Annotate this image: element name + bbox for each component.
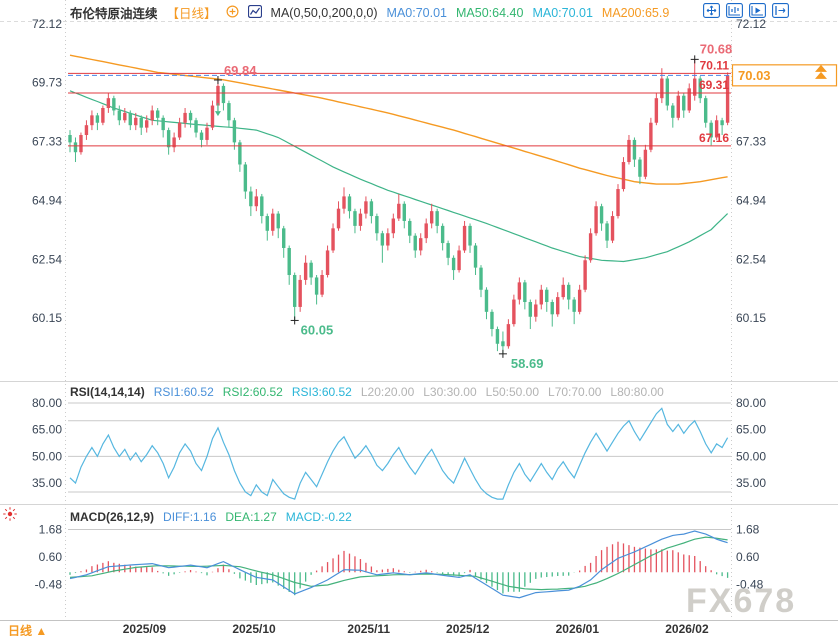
ma0-value: MA0:70.01 xyxy=(386,5,448,20)
exit-chart-icon[interactable] xyxy=(771,3,789,19)
svg-text:64.94: 64.94 xyxy=(32,193,62,207)
svg-text:50.00: 50.00 xyxy=(736,449,766,463)
svg-text:69.73: 69.73 xyxy=(32,76,62,90)
fit-chart-icon[interactable] xyxy=(725,3,743,19)
svg-text:65.00: 65.00 xyxy=(32,423,62,437)
rsi3-value: RSI3:60.52 xyxy=(291,385,352,399)
rsi-level-l50: L50:50.00 xyxy=(485,385,540,399)
svg-text:67.33: 67.33 xyxy=(32,135,62,149)
macd-name: MACD(26,12,9) xyxy=(70,510,155,524)
svg-text:1.68: 1.68 xyxy=(39,523,63,537)
svg-text:0.60: 0.60 xyxy=(39,550,63,564)
rsi-level-l30: L30:30.00 xyxy=(423,385,477,399)
x-axis-label: 2026/01 xyxy=(555,622,600,636)
svg-text:62.54: 62.54 xyxy=(32,252,62,266)
svg-text:80.00: 80.00 xyxy=(736,396,766,410)
rsi-level-l20: L20:20.00 xyxy=(360,385,415,399)
x-axis-label: 2025/12 xyxy=(446,622,490,636)
add-indicator-icon[interactable] xyxy=(226,4,239,21)
svg-text:60.15: 60.15 xyxy=(736,311,766,325)
fx678-watermark: FX678 xyxy=(686,582,797,620)
svg-text:-0.48: -0.48 xyxy=(35,577,63,591)
chart-toolbar xyxy=(702,3,789,19)
svg-text:60.15: 60.15 xyxy=(32,311,62,325)
svg-text:64.94: 64.94 xyxy=(736,193,766,207)
live-alert-icon xyxy=(2,506,18,527)
svg-text:69.31: 69.31 xyxy=(699,78,729,92)
playback-icon[interactable] xyxy=(748,3,766,19)
x-axis-label: 2025/10 xyxy=(232,622,276,636)
pan-icon[interactable] xyxy=(702,3,720,19)
svg-text:1.68: 1.68 xyxy=(736,523,760,537)
rsi-header: RSI(14,14,14) RSI1:60.52 RSI2:60.52 RSI3… xyxy=(70,385,664,399)
svg-text:65.00: 65.00 xyxy=(736,423,766,437)
macd-dea-value: DEA:1.27 xyxy=(225,510,277,524)
svg-text:67.33: 67.33 xyxy=(736,135,766,149)
svg-text:35.00: 35.00 xyxy=(736,476,766,490)
x-axis-label: 2025/09 xyxy=(122,622,167,636)
rsi-name: RSI(14,14,14) xyxy=(70,385,145,399)
macd-diff-value: DIFF:1.16 xyxy=(163,510,217,524)
ma-settings-label: MA(0,50,0,200,0,0) xyxy=(270,5,378,20)
svg-text:69.84: 69.84 xyxy=(224,63,257,78)
macd-hist-value: MACD:-0.22 xyxy=(285,510,352,524)
x-axis-bar: 日线 ▲ 2025/09 2025/10 2025/11 2025/12 2026/01… xyxy=(0,620,838,636)
svg-text:72.12: 72.12 xyxy=(736,17,766,31)
macd-header: MACD(26,12,9) DIFF:1.16 DEA:1.27 MACD:-0… xyxy=(70,510,352,524)
svg-text:0.60: 0.60 xyxy=(736,550,760,564)
svg-text:80.00: 80.00 xyxy=(32,396,62,410)
candlestick-chart-icon[interactable] xyxy=(247,4,262,21)
rsi2-value: RSI2:60.52 xyxy=(222,385,283,399)
svg-text:67.16: 67.16 xyxy=(699,131,729,145)
svg-text:70.03: 70.03 xyxy=(738,68,771,83)
period-tag[interactable]: 【日线】 xyxy=(166,7,217,21)
svg-text:60.05: 60.05 xyxy=(301,322,334,337)
ma200-value: MA200:65.9 xyxy=(601,5,670,20)
main-chart-header: 布伦特原油连续 【日线】 MA(0,50,0,200,0,0) MA0:70.0… xyxy=(70,3,669,22)
ma0b-value: MA0:70.01 xyxy=(532,5,593,20)
up-triangle-icon: ▲ xyxy=(35,624,48,636)
rsi1-value: RSI1:60.52 xyxy=(153,385,214,399)
svg-text:62.54: 62.54 xyxy=(736,252,766,266)
x-axis-label: 2026/02 xyxy=(665,622,709,636)
svg-text:70.68: 70.68 xyxy=(700,41,733,56)
period-selector[interactable]: 日线 ▲ xyxy=(8,624,48,636)
rsi-level-l70: L70:70.00 xyxy=(548,385,602,399)
svg-text:70.11: 70.11 xyxy=(700,58,730,72)
rsi-level-l80: L80:80.00 xyxy=(610,385,664,399)
instrument-title: 布伦特原油连续 xyxy=(70,7,158,21)
ma50-value: MA50:64.40 xyxy=(456,5,524,20)
x-axis-label: 2025/11 xyxy=(347,622,391,636)
svg-text:72.12: 72.12 xyxy=(32,17,62,31)
svg-text:50.00: 50.00 xyxy=(32,449,62,463)
svg-text:-0.48: -0.48 xyxy=(736,577,764,591)
svg-text:58.69: 58.69 xyxy=(511,356,544,371)
svg-text:35.00: 35.00 xyxy=(32,476,62,490)
